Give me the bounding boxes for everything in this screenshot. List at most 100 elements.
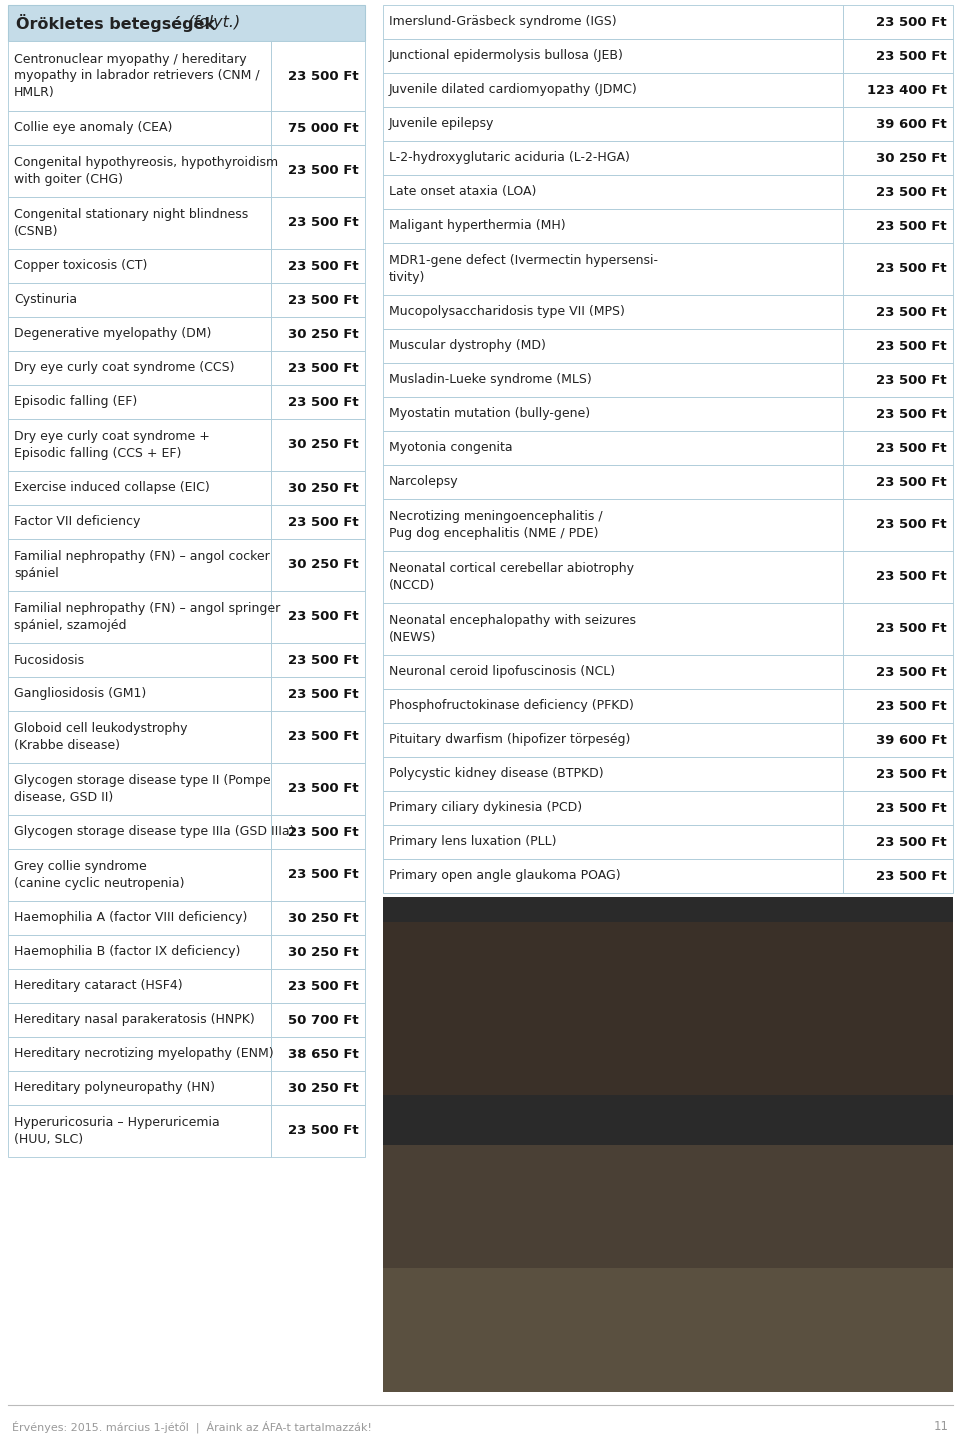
Text: 23 500 Ft: 23 500 Ft bbox=[288, 869, 359, 882]
Text: Hereditary polyneuropathy (HN): Hereditary polyneuropathy (HN) bbox=[14, 1082, 215, 1095]
Text: Congenital hypothyreosis, hypothyroidism
with goiter (CHG): Congenital hypothyreosis, hypothyroidism… bbox=[14, 157, 278, 186]
Text: 23 500 Ft: 23 500 Ft bbox=[876, 665, 947, 679]
Bar bbox=[383, 209, 843, 243]
Text: 30 250 Ft: 30 250 Ft bbox=[288, 439, 359, 452]
Text: Familial nephropathy (FN) – angol springer
spániel, szamojéd: Familial nephropathy (FN) – angol spring… bbox=[14, 603, 280, 632]
Text: 38 650 Ft: 38 650 Ft bbox=[288, 1048, 359, 1061]
Text: 23 500 Ft: 23 500 Ft bbox=[876, 869, 947, 882]
Text: Imerslund-Gräsbeck syndrome (IGS): Imerslund-Gräsbeck syndrome (IGS) bbox=[389, 16, 616, 29]
Bar bbox=[8, 849, 271, 901]
Text: Juvenile dilated cardiomyopathy (JDMC): Juvenile dilated cardiomyopathy (JDMC) bbox=[389, 83, 637, 96]
Text: 23 500 Ft: 23 500 Ft bbox=[876, 623, 947, 636]
Bar bbox=[271, 676, 365, 711]
Text: 23 500 Ft: 23 500 Ft bbox=[876, 836, 947, 849]
Text: 30 250 Ft: 30 250 Ft bbox=[876, 151, 947, 164]
Bar bbox=[271, 505, 365, 540]
Text: Centronuclear myopathy / hereditary
myopathy in labrador retrievers (CNM /
HMLR): Centronuclear myopathy / hereditary myop… bbox=[14, 53, 259, 99]
Bar bbox=[271, 643, 365, 676]
Bar bbox=[843, 465, 953, 499]
Text: Grey collie syndrome
(canine cyclic neutropenia): Grey collie syndrome (canine cyclic neut… bbox=[14, 861, 184, 889]
Text: Dry eye curly coat syndrome +
Episodic falling (CCS + EF): Dry eye curly coat syndrome + Episodic f… bbox=[14, 430, 210, 459]
Text: Collie eye anomaly (CEA): Collie eye anomaly (CEA) bbox=[14, 121, 173, 134]
Bar bbox=[271, 1105, 365, 1157]
Text: 23 500 Ft: 23 500 Ft bbox=[288, 610, 359, 623]
Bar bbox=[8, 249, 271, 283]
Bar bbox=[843, 603, 953, 655]
Bar bbox=[271, 935, 365, 968]
Bar bbox=[843, 791, 953, 825]
Text: 39 600 Ft: 39 600 Ft bbox=[876, 118, 947, 131]
Bar bbox=[843, 4, 953, 39]
Text: Cystinuria: Cystinuria bbox=[14, 294, 77, 307]
Bar bbox=[271, 540, 365, 591]
Text: Copper toxicosis (CT): Copper toxicosis (CT) bbox=[14, 259, 148, 272]
Bar bbox=[383, 295, 843, 330]
Bar bbox=[383, 397, 843, 432]
Text: 23 500 Ft: 23 500 Ft bbox=[288, 783, 359, 796]
Bar bbox=[8, 935, 271, 968]
Text: Haemophilia B (factor IX deficiency): Haemophilia B (factor IX deficiency) bbox=[14, 945, 240, 958]
Bar bbox=[843, 825, 953, 859]
Bar bbox=[271, 1071, 365, 1105]
Bar bbox=[8, 676, 271, 711]
Text: 23 500 Ft: 23 500 Ft bbox=[876, 442, 947, 455]
Text: Familial nephropathy (FN) – angol cocker
spániel: Familial nephropathy (FN) – angol cocker… bbox=[14, 550, 270, 580]
Text: Dry eye curly coat syndrome (CCS): Dry eye curly coat syndrome (CCS) bbox=[14, 361, 234, 374]
Text: Neuronal ceroid lipofuscinosis (NCL): Neuronal ceroid lipofuscinosis (NCL) bbox=[389, 665, 615, 679]
Bar bbox=[843, 859, 953, 894]
Bar bbox=[8, 1003, 271, 1038]
Bar bbox=[383, 896, 953, 1392]
Text: Hereditary nasal parakeratosis (HNPK): Hereditary nasal parakeratosis (HNPK) bbox=[14, 1013, 254, 1026]
Text: Primary open angle glaukoma POAG): Primary open angle glaukoma POAG) bbox=[389, 869, 620, 882]
Bar bbox=[383, 499, 843, 551]
Bar bbox=[8, 763, 271, 814]
Text: Necrotizing meningoencephalitis /
Pug dog encephalitis (NME / PDE): Necrotizing meningoencephalitis / Pug do… bbox=[389, 511, 603, 540]
Text: 23 500 Ft: 23 500 Ft bbox=[876, 767, 947, 780]
Text: 23 500 Ft: 23 500 Ft bbox=[876, 570, 947, 583]
Bar bbox=[383, 689, 843, 722]
Bar bbox=[383, 141, 843, 176]
Text: 23 500 Ft: 23 500 Ft bbox=[876, 518, 947, 531]
Bar bbox=[271, 249, 365, 283]
Bar bbox=[8, 351, 271, 386]
Bar bbox=[383, 551, 843, 603]
Bar bbox=[843, 243, 953, 295]
Bar bbox=[271, 901, 365, 935]
Bar bbox=[383, 465, 843, 499]
Text: 23 500 Ft: 23 500 Ft bbox=[288, 396, 359, 409]
Text: Pituitary dwarfism (hipofizer törpeség): Pituitary dwarfism (hipofizer törpeség) bbox=[389, 734, 631, 747]
Text: 23 500 Ft: 23 500 Ft bbox=[288, 515, 359, 528]
Text: 23 500 Ft: 23 500 Ft bbox=[288, 688, 359, 701]
Text: 123 400 Ft: 123 400 Ft bbox=[867, 83, 947, 96]
Bar bbox=[271, 814, 365, 849]
Text: 23 500 Ft: 23 500 Ft bbox=[288, 164, 359, 177]
Bar bbox=[8, 471, 271, 505]
Bar bbox=[383, 330, 843, 363]
Bar bbox=[843, 432, 953, 465]
Bar bbox=[271, 111, 365, 145]
Bar bbox=[843, 73, 953, 106]
Text: 23 500 Ft: 23 500 Ft bbox=[876, 340, 947, 353]
Bar bbox=[843, 397, 953, 432]
Bar bbox=[271, 849, 365, 901]
Text: L-2-hydroxyglutaric aciduria (L-2-HGA): L-2-hydroxyglutaric aciduria (L-2-HGA) bbox=[389, 151, 630, 164]
Text: (folyt.): (folyt.) bbox=[188, 16, 241, 30]
Text: Narcolepsy: Narcolepsy bbox=[389, 475, 459, 488]
Text: 23 500 Ft: 23 500 Ft bbox=[876, 220, 947, 233]
Text: Myostatin mutation (bully-gene): Myostatin mutation (bully-gene) bbox=[389, 407, 590, 420]
Bar bbox=[8, 901, 271, 935]
Bar bbox=[383, 825, 843, 859]
Bar bbox=[8, 4, 365, 40]
Bar bbox=[8, 1105, 271, 1157]
Bar bbox=[843, 295, 953, 330]
Text: 30 250 Ft: 30 250 Ft bbox=[288, 1082, 359, 1095]
Text: 23 500 Ft: 23 500 Ft bbox=[876, 262, 947, 275]
Bar bbox=[383, 655, 843, 689]
Bar bbox=[271, 1038, 365, 1071]
Text: 30 250 Ft: 30 250 Ft bbox=[288, 558, 359, 571]
Text: 23 500 Ft: 23 500 Ft bbox=[876, 186, 947, 199]
Bar bbox=[271, 968, 365, 1003]
Text: Junctional epidermolysis bullosa (JEB): Junctional epidermolysis bullosa (JEB) bbox=[389, 49, 624, 62]
Bar bbox=[843, 176, 953, 209]
Bar bbox=[271, 419, 365, 471]
